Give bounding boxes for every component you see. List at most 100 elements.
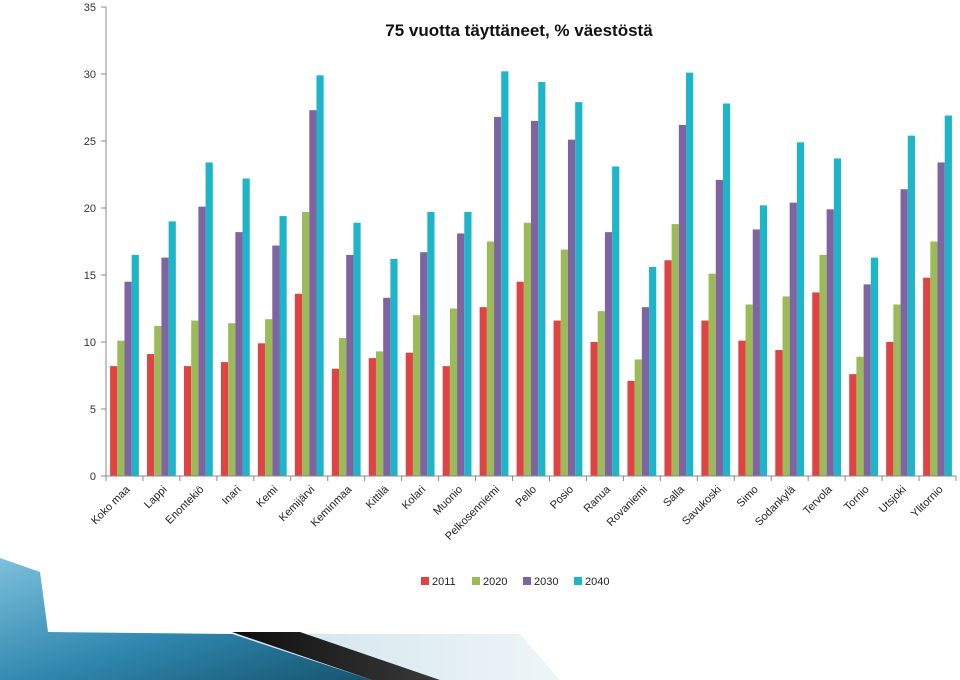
bar-2020-keminmaa — [339, 337, 347, 476]
bars — [110, 71, 952, 477]
bar-2020-simo — [745, 304, 753, 476]
slide-decoration — [0, 558, 560, 680]
bar-2011-salla — [664, 260, 672, 476]
legend-label-2030: 2030 — [534, 576, 558, 588]
x-tick-label: Utsjoki — [877, 484, 909, 516]
bar-2030-inari — [235, 232, 243, 476]
bar-2040-koko-maa — [131, 254, 139, 476]
bar-2040-pelkosenniemi — [501, 71, 509, 476]
x-tick-label: Pello — [513, 484, 539, 510]
bar-2020-pello — [523, 222, 531, 476]
bar-2040-posio — [575, 102, 583, 476]
bar-2011-inari — [220, 362, 229, 476]
bar-2020-kolari — [412, 315, 421, 476]
x-tick-label: Kittilä — [364, 483, 392, 511]
bar-2040-enontekiö — [205, 162, 213, 476]
x-tick-label: Posio — [548, 484, 576, 512]
bar-2030-sodankylä — [789, 202, 797, 476]
bar-2011-muonio — [442, 366, 450, 476]
bar-2040-tornio — [870, 257, 879, 476]
x-tick-label: Enontekiö — [163, 484, 206, 527]
bar-2020-posio — [560, 249, 568, 476]
bar-2020-ranua — [597, 311, 605, 476]
bar-2011-tervola — [812, 292, 820, 476]
bar-2011-sodankylä — [775, 350, 783, 476]
bar-2011-utsjoki — [886, 342, 894, 476]
legend-label-2011: 2011 — [432, 576, 456, 588]
bar-2030-lappi — [161, 257, 169, 476]
legend-swatch-2020 — [472, 577, 480, 585]
bar-2020-rovaniemi — [634, 359, 642, 476]
y-tick-label: 20 — [84, 203, 96, 215]
bar-2020-sodankylä — [782, 296, 790, 476]
y-tick-label: 0 — [90, 471, 96, 483]
y-tick-label: 10 — [84, 337, 96, 349]
bar-2030-utsjoki — [900, 189, 908, 477]
x-tick-label: Ylitornio — [909, 484, 946, 521]
x-tick-label: Salla — [661, 483, 687, 509]
bar-2030-pelkosenniemi — [494, 116, 502, 476]
bar-2020-koko-maa — [117, 340, 125, 476]
y-tick-label: 15 — [84, 270, 96, 282]
bar-2030-posio — [567, 139, 576, 476]
bar-2030-rovaniemi — [641, 307, 650, 476]
bar-2040-tervola — [833, 158, 842, 477]
legend-swatch-2011 — [421, 577, 429, 585]
bar-2030-pello — [531, 120, 539, 477]
x-tick-label: Keminmaa — [309, 483, 355, 529]
bar-2020-utsjoki — [893, 304, 901, 476]
x-tick-label: Muonio — [431, 484, 465, 518]
bar-2030-kittilä — [383, 297, 391, 476]
decor-dark-stripe — [232, 632, 440, 680]
bar-2011-kemi — [257, 343, 266, 476]
bar-2011-kolari — [405, 352, 413, 476]
bar-2040-muonio — [464, 212, 472, 476]
x-tick-label: Koko maa — [89, 483, 133, 527]
bar-2040-lappi — [168, 221, 176, 476]
legend: 2011 2020 2030 2040 — [421, 576, 609, 588]
bar-2020-ylitornio — [930, 241, 938, 476]
bar-2030-savukoski — [715, 179, 723, 477]
decor-blue-wave — [0, 558, 372, 680]
x-tick-label: Simo — [735, 484, 761, 510]
bar-2011-savukoski — [701, 320, 709, 476]
bar-2030-koko-maa — [124, 281, 132, 476]
y-tick-label: 25 — [84, 136, 96, 148]
x-tick-label: Tervola — [801, 483, 835, 517]
bar-2011-rovaniemi — [627, 380, 635, 476]
bar-2020-kittilä — [375, 351, 384, 476]
legend-label-2020: 2020 — [483, 576, 507, 588]
bar-2040-ylitornio — [944, 115, 952, 476]
bar-2040-salla — [686, 72, 694, 476]
bar-2030-kemijärvi — [309, 110, 317, 477]
y-tick-label: 35 — [84, 2, 96, 14]
bar-2011-tornio — [849, 374, 857, 476]
bar-2030-kolari — [420, 252, 428, 476]
bar-2030-tervola — [826, 209, 834, 476]
x-tick-label: Ranua — [582, 483, 614, 515]
bar-2020-savukoski — [708, 273, 716, 476]
x-tick-label: Rovaniemi — [605, 484, 650, 529]
bar-2020-salla — [671, 224, 679, 476]
bar-2040-simo — [759, 205, 768, 476]
bar-2011-pelkosenniemi — [479, 307, 487, 476]
bar-2040-kemi — [279, 216, 287, 477]
x-tick-label: Savukoski — [680, 484, 724, 528]
bar-2020-kemijärvi — [302, 212, 310, 476]
bar-2040-kemijärvi — [316, 75, 324, 476]
y-tick-label: 30 — [84, 69, 96, 81]
bar-2030-ranua — [604, 232, 613, 476]
bar-2040-kittilä — [390, 258, 398, 476]
bar-2011-enontekiö — [183, 366, 192, 476]
bar-2020-inari — [228, 323, 236, 476]
y-tick-label: 5 — [90, 404, 96, 416]
bar-2030-tornio — [863, 284, 871, 476]
x-tick-label: Lappi — [142, 484, 170, 512]
bar-2040-savukoski — [722, 103, 731, 476]
bar-2011-ylitornio — [923, 277, 931, 476]
bar-2020-muonio — [449, 308, 458, 476]
x-tick-label: Tornio — [842, 484, 872, 514]
